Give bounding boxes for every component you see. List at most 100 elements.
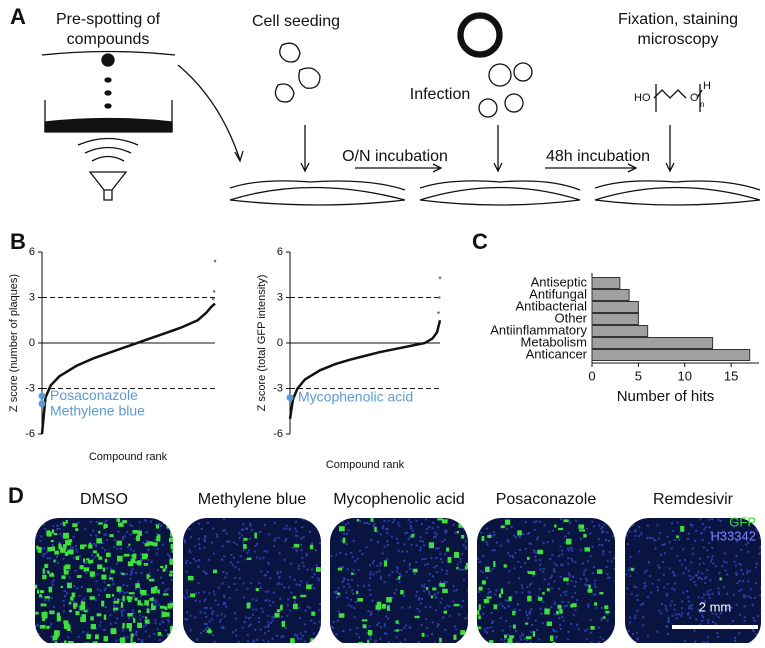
nucleus [223,603,225,605]
gfp-spot [84,567,89,571]
nucleus [687,596,689,598]
nucleus [607,577,609,579]
nucleus [485,631,487,633]
nucleus [104,522,106,524]
gfp-spot [49,611,54,615]
nucleus [566,605,568,607]
nucleus [707,593,709,595]
nucleus [379,638,381,640]
nucleus [358,569,360,571]
nucleus [606,518,608,520]
nucleus [249,617,251,619]
nucleus [355,633,357,635]
nucleus [296,550,298,552]
outlier [437,311,440,314]
gfp-spot [456,567,458,570]
nucleus [298,565,300,567]
nucleus [436,533,438,535]
nucleus [530,582,532,584]
nucleus [369,589,371,591]
step-label: 48h incubation [546,148,650,165]
scale-label: 2 mm [699,599,732,614]
nucleus [626,587,628,589]
nucleus [121,599,123,601]
gfp-spot [163,521,169,524]
nucleus [645,585,647,587]
nucleus [238,641,240,643]
nucleus [539,588,541,590]
nucleus [575,609,577,611]
nucleus [667,633,669,635]
nucleus [361,553,363,555]
nucleus [444,581,446,583]
nucleus [171,579,173,581]
nucleus [269,577,271,579]
nucleus [121,612,123,614]
nucleus [273,540,275,542]
nucleus [150,521,152,523]
nucleus [259,558,261,560]
nucleus [196,518,198,520]
x-tick-label: 15 [724,368,738,383]
gfp-spot [599,592,603,594]
nucleus [124,592,126,594]
bar [592,302,638,313]
gfp-spot [461,535,464,539]
nucleus [464,618,466,620]
nucleus [105,520,107,522]
nucleus [276,635,278,637]
gfp-spot [84,610,88,612]
gfp-spot [131,558,136,563]
gfp-spot [127,613,132,617]
nucleus [706,569,708,571]
gfp-spot [54,533,58,535]
gfp-spot [311,612,315,616]
nucleus [508,605,510,607]
gfp-spot [190,593,195,597]
nucleus [69,576,71,578]
nucleus [384,623,386,625]
gfp-spot [377,602,382,605]
nucleus [422,540,424,542]
gfp-spot [113,608,118,611]
nucleus [160,525,162,527]
nucleus [331,626,333,628]
nucleus [384,581,386,583]
gfp-spot [63,620,68,624]
nucleus [378,570,380,572]
nucleus [311,576,313,578]
gfp-spot [387,605,390,610]
nucleus [332,627,334,629]
nucleus [688,600,690,602]
nucleus [234,612,236,614]
nucleus [264,632,266,634]
nucleus [204,612,206,614]
nucleus [553,580,555,582]
nucleus [658,579,660,581]
nucleus [393,519,395,521]
nucleus [126,591,128,593]
nucleus [351,579,353,581]
nucleus [461,606,463,608]
gfp-spot [532,571,535,575]
nucleus [200,632,202,634]
gfp-spot [88,544,92,548]
nucleus [459,558,461,560]
gfp-spot [138,610,141,613]
gfp-spot [357,598,363,602]
gfp-spot [484,599,489,603]
nucleus [599,544,601,546]
gfp-spot [293,596,296,599]
nucleus [437,592,439,594]
nucleus [211,613,213,615]
gfp-spot [563,519,568,522]
nucleus [525,548,527,550]
nucleus [571,547,573,549]
nucleus [522,533,524,535]
nucleus [204,598,206,600]
nucleus [56,525,58,527]
gfp-spot [384,561,387,567]
nucleus [51,597,53,599]
nucleus [151,561,153,563]
nucleus [712,621,714,623]
